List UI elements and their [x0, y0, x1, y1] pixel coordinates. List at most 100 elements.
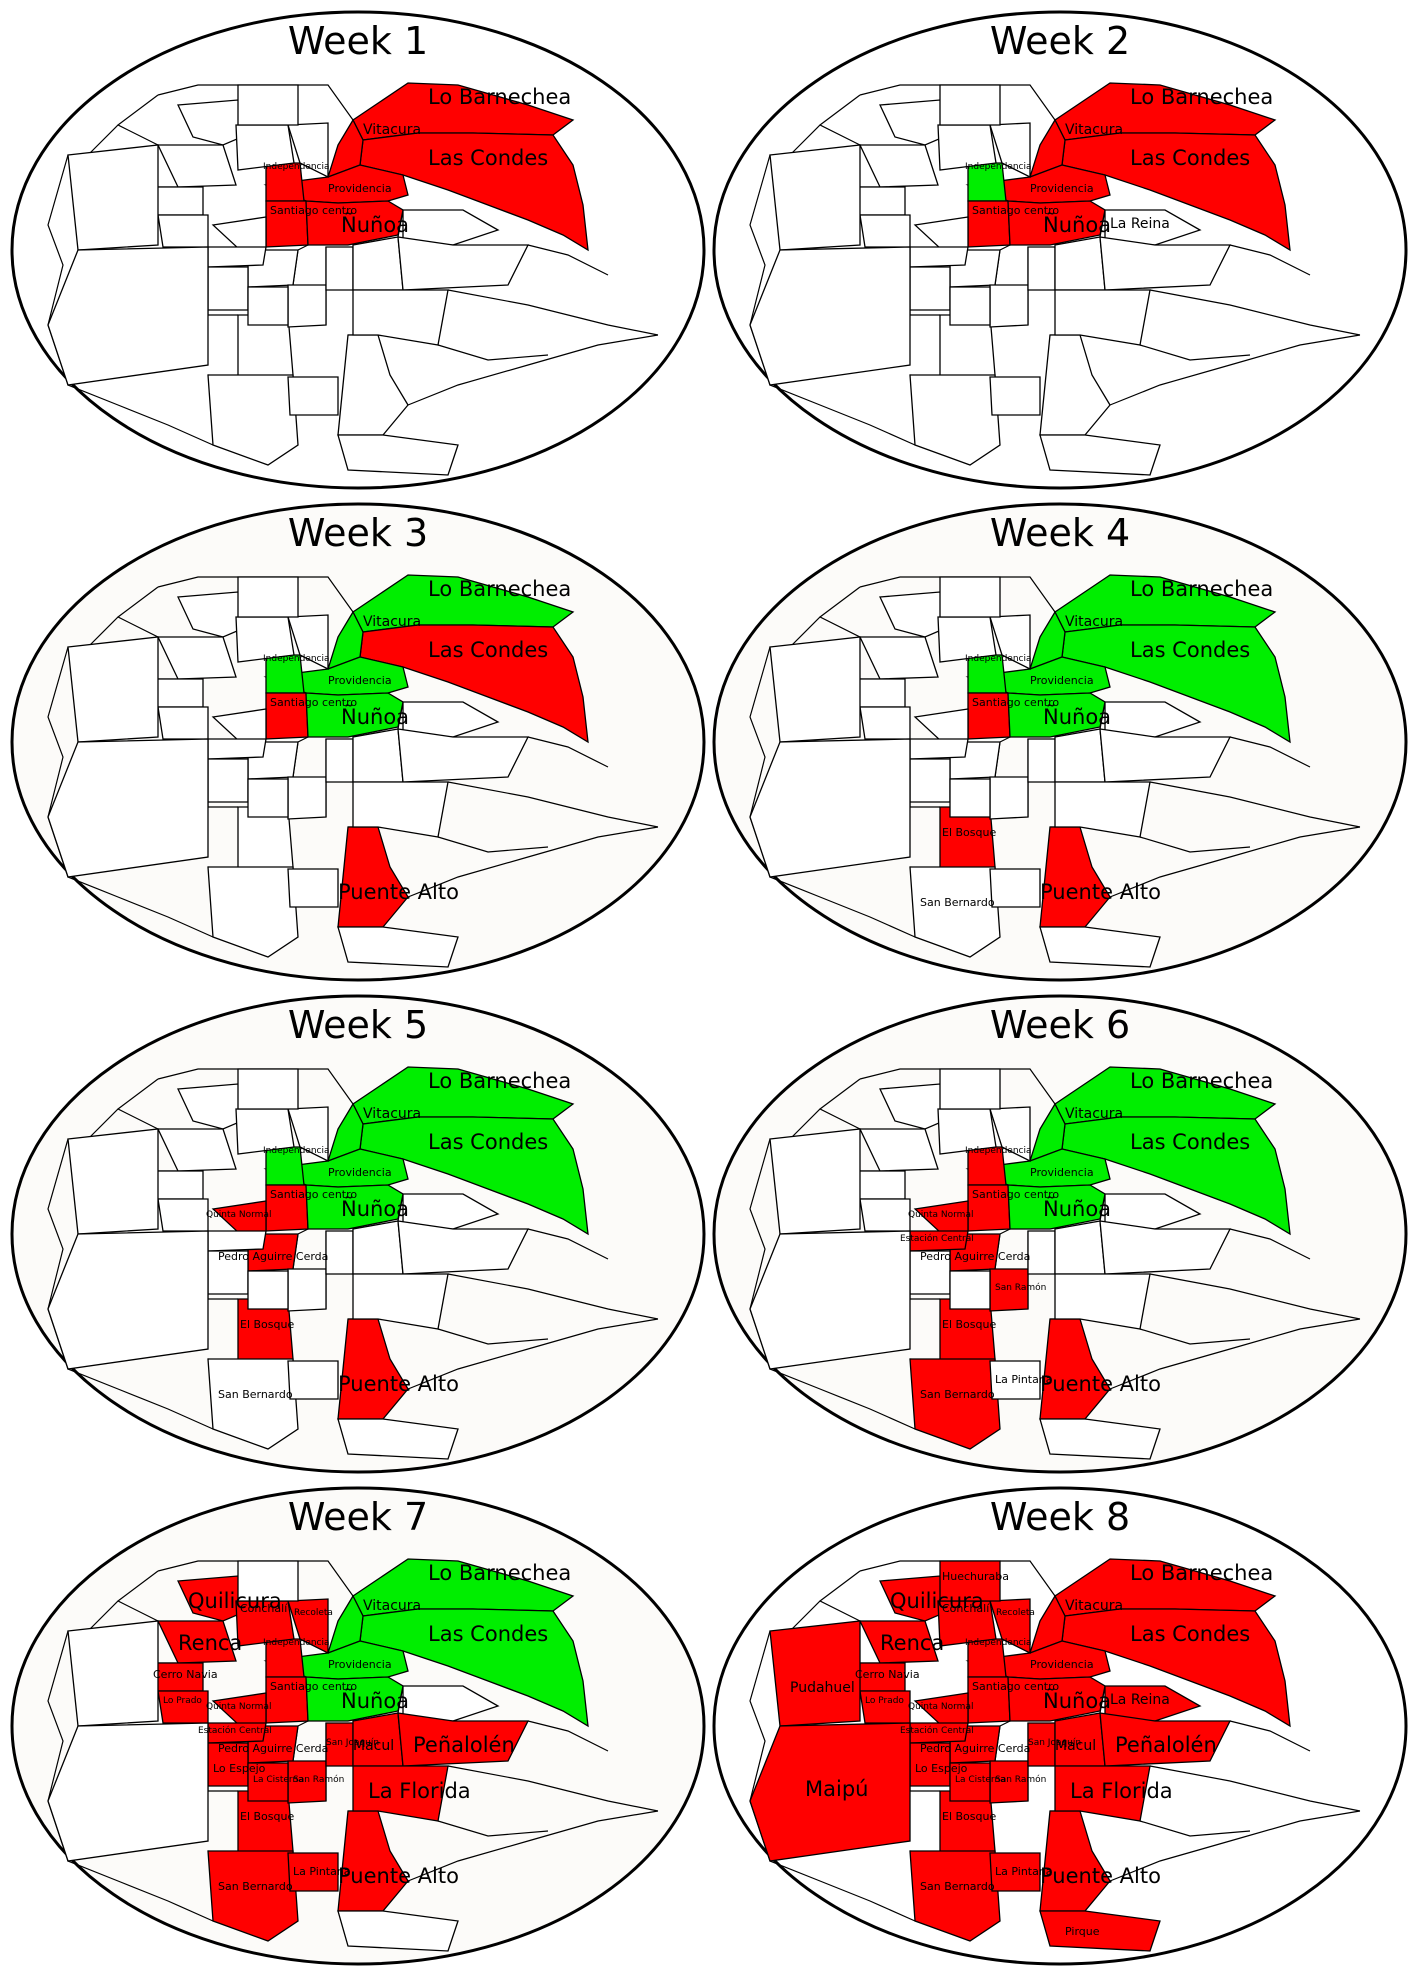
commune-label-la-florida: La Florida: [368, 1779, 471, 1803]
commune-pirque: [1039, 434, 1161, 476]
commune-lo-espejo: [207, 758, 249, 803]
commune-macul: [1054, 236, 1106, 291]
commune-label-lo-espejo: Lo Espejo: [915, 1762, 968, 1775]
commune-puente-alto: [337, 1318, 409, 1420]
commune-renca: [858, 144, 939, 188]
outline-boundary: [1229, 244, 1311, 276]
commune-label-independencia: Independencia: [965, 162, 1032, 172]
commune-label-penalolen: Peñalolén: [1115, 1733, 1217, 1757]
commune-label-el-bosque: El Bosque: [942, 1810, 997, 1823]
commune-label-santiago-centro: Santiago centro: [972, 204, 1060, 217]
commune-huechuraba: [939, 84, 1001, 126]
outline-boundary: [1139, 1328, 1251, 1345]
commune-pudahuel: [67, 144, 159, 251]
commune-lo-prado: [157, 214, 209, 248]
commune-puente-alto: [1039, 1810, 1111, 1912]
commune-label-lo-barnechea: Lo Barnechea: [428, 85, 572, 109]
commune-puente-alto: [337, 1810, 409, 1912]
commune-label-vitacura: Vitacura: [363, 614, 422, 630]
commune-label-providencia: Providencia: [328, 182, 392, 195]
commune-la-pintana: [989, 868, 1041, 908]
commune-label-lo-barnechea: Lo Barnechea: [1130, 1069, 1274, 1093]
commune-label-providencia: Providencia: [1030, 1658, 1094, 1671]
commune-label-lo-espejo: Lo Espejo: [213, 1762, 266, 1775]
outline-boundary: [1139, 1820, 1251, 1837]
outline-boundary: [1149, 781, 1361, 828]
commune-san-bernardo: [207, 1850, 299, 1942]
outline-boundary: [789, 1600, 861, 1632]
commune-label-independencia: Independencia: [965, 1638, 1032, 1648]
commune-la-florida: [1054, 289, 1151, 346]
outline-boundary: [819, 1078, 861, 1110]
commune-label-san-bernardo: San Bernardo: [218, 1388, 293, 1401]
commune-label-lo-barnechea: Lo Barnechea: [1130, 577, 1274, 601]
commune-label-lo-barnechea: Lo Barnechea: [1130, 85, 1274, 109]
commune-recoleta: [989, 1598, 1031, 1655]
commune-san-bernardo: [207, 374, 299, 466]
commune-san-bernardo: [909, 866, 1001, 958]
commune-label-san-joaquin: San Joaquín: [326, 1738, 380, 1748]
commune-label-puente-alto: Puente Alto: [1040, 1372, 1161, 1396]
commune-label-las-condes: Las Condes: [1130, 146, 1251, 170]
commune-label-providencia: Providencia: [1030, 1166, 1094, 1179]
commune-label-quinta-normal: Quinta Normal: [908, 1210, 974, 1220]
commune-label-recoleta: Recoleta: [294, 1608, 333, 1618]
commune-lo-prado: [157, 706, 209, 740]
outline-boundary: [789, 1108, 861, 1140]
commune-la-pintana: [287, 868, 339, 908]
commune-lo-prado: [859, 214, 911, 248]
commune-label-san-bernardo: San Bernardo: [920, 1388, 995, 1401]
commune-label-pirque: Pirque: [1065, 1925, 1100, 1938]
commune-label-la-reina: La Reina: [1110, 1692, 1170, 1708]
commune-label-macul: Macul: [1055, 1738, 1097, 1754]
commune-recoleta: [287, 1598, 329, 1655]
commune-la-pintana: [287, 1360, 339, 1400]
commune-label-san-ramon: San Ramón: [293, 1775, 345, 1785]
commune-la-pintana: [989, 1360, 1041, 1400]
commune-puente-alto: [1039, 1318, 1111, 1420]
outline-boundary: [1149, 1765, 1361, 1812]
commune-macul: [1054, 728, 1106, 783]
commune-huechuraba: [237, 84, 299, 126]
commune-penalolen: [397, 236, 530, 291]
commune-label-lo-barnechea: Lo Barnechea: [428, 1561, 572, 1585]
commune-label-quinta-normal: Quinta Normal: [206, 1702, 272, 1712]
commune-la-cisterna: [247, 778, 289, 818]
commune-cerro-navia: [854, 1170, 906, 1200]
commune-san-joaquin: [325, 738, 354, 783]
commune-huechuraba: [939, 1068, 1001, 1110]
commune-lo-espejo: [909, 758, 951, 803]
outline-boundary: [1109, 1810, 1361, 1882]
commune-macul: [352, 1220, 404, 1275]
commune-maipu: [47, 1230, 209, 1370]
commune-label-providencia: Providencia: [328, 674, 392, 687]
commune-la-cisterna: [247, 1762, 289, 1802]
commune-recoleta: [287, 122, 329, 179]
week-map-4: [712, 502, 1408, 982]
commune-recoleta: [989, 122, 1031, 179]
commune-label-providencia: Providencia: [1030, 182, 1094, 195]
commune-label-el-bosque: El Bosque: [942, 826, 997, 839]
commune-label-san-bernardo: San Bernardo: [920, 896, 995, 909]
commune-pudahuel: [67, 1128, 159, 1235]
commune-nunoa: [305, 1184, 404, 1230]
outline-boundary: [407, 1318, 659, 1390]
commune-renca: [156, 1128, 237, 1172]
commune-la-pintana: [989, 376, 1041, 416]
outline-boundary: [437, 1328, 549, 1345]
commune-pirque: [337, 434, 459, 476]
commune-label-quilicura: Quilicura: [890, 1589, 984, 1613]
commune-las-condes: [359, 624, 589, 744]
commune-label-independencia: Independencia: [965, 654, 1032, 664]
commune-huechuraba: [237, 576, 299, 618]
commune-estacion-central: [909, 738, 969, 760]
commune-label-vitacura: Vitacura: [363, 1106, 422, 1122]
commune-label-vitacura: Vitacura: [363, 122, 422, 138]
commune-label-santiago-centro: Santiago centro: [972, 696, 1060, 709]
commune-label-lo-barnechea: Lo Barnechea: [428, 577, 572, 601]
outline-boundary: [1109, 334, 1361, 406]
commune-label-huechuraba: Huechuraba: [942, 1570, 1009, 1583]
week-panel-4: Week 4 Lo Barnechea Vitacura Las Condes Prov…: [710, 497, 1410, 987]
commune-label-estacion-central: Estación Central: [900, 1726, 974, 1736]
